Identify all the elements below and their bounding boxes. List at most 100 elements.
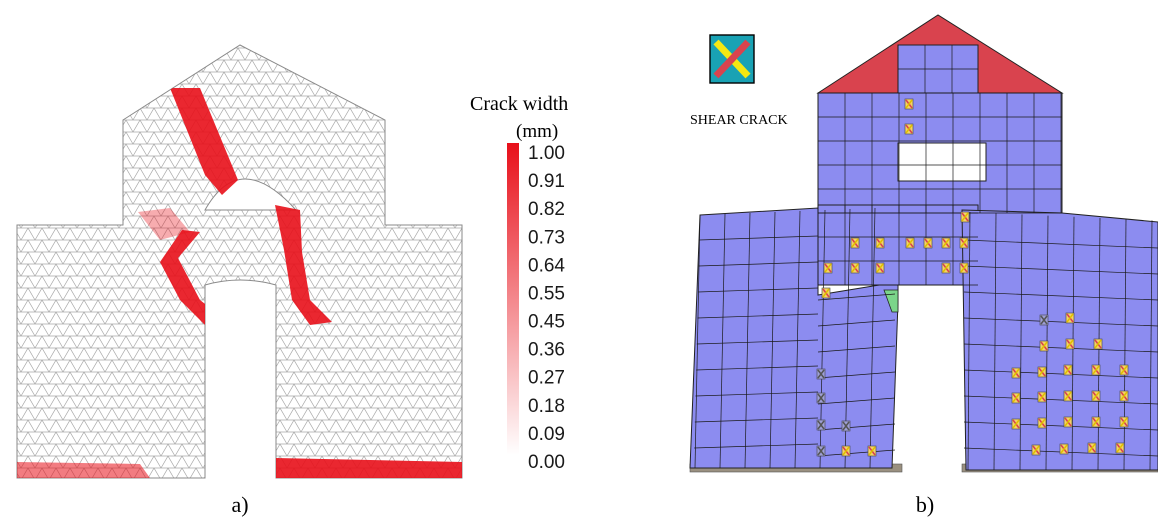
- shear-crack-marker: [941, 237, 951, 249]
- grid-line: [794, 210, 801, 469]
- shear-crack-marker: [1093, 338, 1103, 350]
- grid-line: [1019, 214, 1023, 471]
- shear-crack-marker: [1065, 338, 1075, 350]
- shear-crack-marker: [1031, 444, 1041, 456]
- shear-crack-legend: SHEAR CRACK: [690, 34, 788, 128]
- panel-b: SHEAR CRACK b): [689, 14, 1158, 517]
- roof-b: [816, 14, 1064, 94]
- legend-tick-label: 0.45: [528, 312, 565, 333]
- crack-band: [275, 205, 332, 325]
- shear-crack-marker: [1087, 442, 1097, 454]
- grid-line: [696, 339, 819, 345]
- grid-line: [963, 343, 1158, 353]
- legend-tick-label: 0.27: [528, 368, 565, 389]
- grid-line: [869, 207, 876, 469]
- grid-line: [1123, 219, 1127, 471]
- shear-crack-marker: [1091, 416, 1101, 428]
- shear-crack-marker: [816, 445, 826, 457]
- crack-bands-a: [17, 88, 462, 478]
- shear-crack-marker: [960, 211, 970, 223]
- shear-crack-marker: [823, 262, 833, 274]
- shear-crack-marker: [923, 237, 933, 249]
- grid-line: [769, 211, 776, 469]
- shear-crack-marker: [1115, 442, 1125, 454]
- grid-line: [1149, 220, 1153, 471]
- shear-crack-marker: [1119, 364, 1129, 376]
- shear-crack-icon: [709, 34, 755, 84]
- shear-crack-marker: [816, 368, 826, 380]
- shear-crack-marker: [841, 445, 851, 457]
- shear-crack-marker: [1011, 418, 1021, 430]
- shear-crack-marker: [1063, 416, 1073, 428]
- opened-joint: [883, 289, 899, 313]
- grid-line: [698, 261, 819, 267]
- shear-crack-marker: [816, 419, 826, 431]
- grid-line: [817, 397, 896, 405]
- shear-crack-marker: [867, 445, 877, 457]
- shear-crack-marker: [1119, 390, 1129, 402]
- shear-crack-marker: [905, 237, 915, 249]
- crack-band: [138, 208, 190, 240]
- shear-crack-marker: [1063, 364, 1073, 376]
- legend-tick-label: 0.00: [528, 452, 565, 473]
- grid-line: [694, 443, 819, 449]
- legend-tick-label: 0.73: [528, 227, 565, 248]
- legend-title-line2: (mm): [516, 121, 558, 142]
- shear-crack-marker: [1011, 392, 1021, 404]
- panel-a-caption: a): [231, 492, 248, 517]
- shear-crack-marker: [1039, 340, 1049, 352]
- shear-crack-marker: [1063, 390, 1073, 402]
- upper-wall-b: [817, 92, 1063, 214]
- shear-crack-marker: [1037, 391, 1047, 403]
- lintel-b: [817, 204, 979, 286]
- shear-crack-marker: [875, 237, 885, 249]
- grid-line: [694, 214, 701, 469]
- grid-line: [697, 313, 819, 319]
- shear-crack-marker: [904, 98, 914, 110]
- grid-line: [963, 317, 1158, 327]
- right-pier-b: [961, 209, 1158, 471]
- shear-crack-marker: [1091, 364, 1101, 376]
- grid-line: [694, 417, 819, 423]
- grid-line: [817, 345, 896, 353]
- shear-crack-label: SHEAR CRACK: [690, 113, 788, 128]
- legend-tick-label: 0.36: [528, 340, 565, 361]
- legend-tick-label: 0.82: [528, 199, 565, 220]
- legend-tick-label: 0.64: [528, 255, 565, 276]
- grid-line: [967, 211, 971, 471]
- shear-crack-marker: [959, 237, 969, 249]
- shear-crack-marker: [816, 392, 826, 404]
- shear-crack-marker: [821, 287, 831, 299]
- grid-line: [696, 365, 819, 371]
- legend-tick-label: 0.91: [528, 171, 565, 192]
- shear-crack-marker: [959, 262, 969, 274]
- grid-line: [963, 395, 1158, 405]
- shear-crack-marker: [941, 262, 951, 274]
- window-opening-b: [897, 142, 987, 182]
- legend-tick-label: 1.00: [528, 143, 565, 164]
- grid-line: [993, 213, 997, 471]
- grid-line: [695, 391, 819, 397]
- crack-band: [170, 88, 238, 195]
- panel-b-caption: b): [916, 492, 934, 517]
- crack-band: [17, 462, 150, 478]
- shear-crack-marker: [1065, 312, 1075, 324]
- grid-line: [963, 291, 1158, 301]
- shear-crack-marker: [1039, 314, 1049, 326]
- grid-line: [963, 421, 1158, 431]
- legend-tick-label: 0.09: [528, 424, 565, 445]
- crack-band: [160, 230, 228, 330]
- shear-crack-marker: [850, 262, 860, 274]
- crack-band: [276, 458, 462, 478]
- legend-tick-labels: 1.00 0.91 0.82 0.73 0.64 0.55 0.45 0.36 0.27 0.18…: [528, 143, 565, 473]
- shear-crack-marker: [841, 420, 851, 432]
- grid-line: [719, 213, 726, 469]
- legend-title-line1: Crack width: [470, 93, 568, 115]
- grid-line: [817, 449, 896, 457]
- shear-crack-markers: [816, 98, 1129, 457]
- shear-crack-marker: [1011, 367, 1021, 379]
- grid-line: [817, 319, 896, 327]
- grid-line: [963, 239, 1158, 249]
- grid-line: [817, 293, 896, 301]
- grid-line: [744, 212, 751, 469]
